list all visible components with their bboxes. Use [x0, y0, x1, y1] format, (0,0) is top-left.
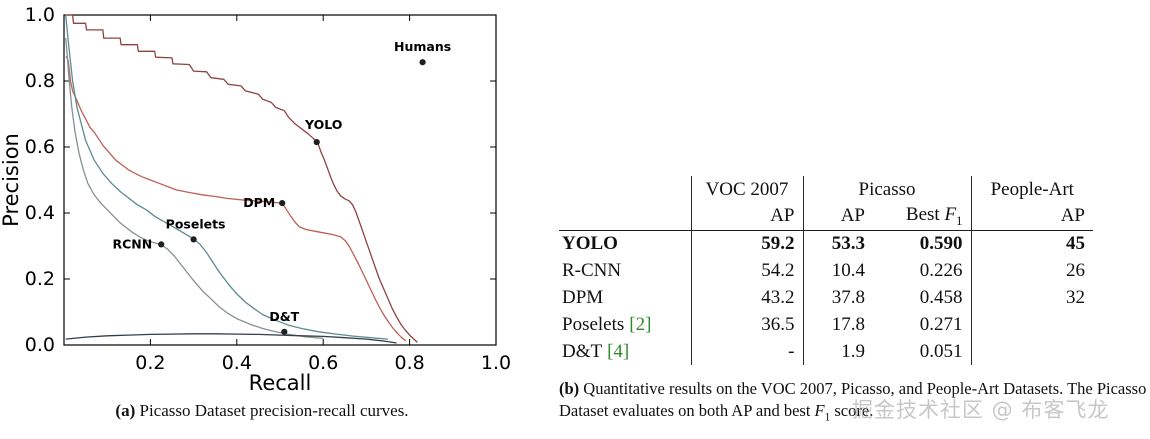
table-row-dandt: D&T [4] - 1.9 0.051 — [559, 338, 1093, 366]
y-tick-label: 0.8 — [25, 70, 55, 92]
method-label: DPM — [562, 286, 604, 308]
picasso-ap-value: 37.8 — [802, 284, 873, 312]
header-voc-ap: AP — [690, 203, 803, 231]
method-label: YOLO — [562, 233, 618, 255]
method-label: D&T — [562, 340, 603, 362]
best-f1-value: 0.226 — [919, 259, 963, 281]
curve-D&T — [65, 333, 397, 344]
caption-f1-subscript: 1 — [824, 411, 831, 424]
point-label-D&T: D&T — [269, 309, 299, 324]
empty-corner-cell — [559, 176, 691, 203]
method-name: YOLO — [559, 230, 691, 257]
best-f1-value: 0.458 — [919, 286, 963, 308]
curve-YOLO — [65, 14, 418, 343]
y-tick-label: 0.6 — [25, 136, 55, 158]
citation-ref: [2] — [629, 313, 652, 335]
point-label-RCNN: RCNN — [112, 236, 152, 251]
curve-Poselets — [65, 14, 389, 340]
point-YOLO — [313, 139, 320, 146]
sub-header-row: AP AP Best F1 AP — [559, 203, 1093, 231]
figure-b-results: VOC 2007 Picasso People-Art AP AP Best F… — [545, 0, 1150, 439]
y-tick-label: 0.0 — [25, 334, 55, 356]
header-people-ap: AP — [970, 203, 1093, 231]
voc-ap-value: 59.2 — [690, 230, 803, 258]
caption-b: (b) Quantitative results on the VOC 2007… — [559, 378, 1150, 425]
caption-a-label: (a) — [115, 401, 136, 420]
people-ap-value: 45 — [970, 230, 1093, 258]
voc-ap-value: 54.2 — [690, 257, 803, 285]
pr-curve-chart: 0.2 0.4 0.6 0.8 1.0 0.0 0.2 0.4 0.6 0.8 1.0 Humans Y… — [2, 4, 511, 395]
x-tick-label: 0.4 — [222, 352, 252, 374]
f1-subscript: 1 — [956, 212, 963, 228]
caption-b-label: (b) — [559, 379, 580, 398]
caption-f1-symbol: F — [814, 400, 825, 420]
curve-DPM — [65, 56, 407, 342]
point-Poselets — [190, 236, 197, 243]
picasso-ap-value: 1.9 — [802, 338, 873, 366]
point-D&T — [281, 328, 288, 335]
picasso-ap-value: 10.4 — [802, 257, 873, 285]
people-ap-value: 26 — [970, 257, 1093, 285]
table-row-poselets: Poselets [2] 36.5 17.8 0.271 — [559, 311, 1093, 339]
voc-ap-value: 43.2 — [690, 284, 803, 312]
best-f1-value: 0.051 — [919, 340, 963, 362]
x-axis-label: Recall — [249, 371, 312, 395]
f1-symbol: F — [944, 204, 957, 225]
y-axis-label: Precision — [2, 133, 23, 227]
method-name: D&T [4] — [559, 338, 691, 365]
best-f1-value: 0.590 — [919, 233, 963, 255]
citation-ref: [4] — [607, 340, 630, 362]
caption-b-text-1: Quantitative results on the VOC 2007, Pi… — [559, 379, 1147, 420]
y-tick-label: 0.4 — [25, 202, 55, 224]
plot-frame — [63, 14, 497, 346]
voc-ap-value: 36.5 — [690, 311, 803, 339]
group-header-row: VOC 2007 Picasso People-Art — [559, 176, 1093, 203]
picasso-ap-value: 17.8 — [802, 311, 873, 339]
x-tick-label: 0.8 — [394, 352, 424, 374]
voc-ap-value: - — [690, 338, 803, 366]
point-label-Poselets: Poselets — [166, 216, 226, 231]
method-name: DPM — [559, 284, 691, 311]
point-label-DPM: DPM — [243, 195, 275, 210]
caption-b-text-2: score. — [830, 400, 874, 420]
picasso-ap-value: 53.3 — [802, 230, 873, 258]
people-ap-value — [970, 311, 1093, 339]
header-picasso: Picasso — [802, 176, 971, 203]
table-row-yolo: YOLO 59.2 53.3 0.590 45 — [559, 230, 1093, 258]
point-Humans — [419, 59, 426, 66]
results-table: VOC 2007 Picasso People-Art AP AP Best F… — [559, 176, 1093, 366]
people-ap-value — [970, 338, 1093, 366]
method-label: R-CNN — [562, 259, 622, 281]
header-voc2007: VOC 2007 — [690, 176, 803, 203]
figure-a-pr-curves: 0.2 0.4 0.6 0.8 1.0 0.0 0.2 0.4 0.6 0.8 1.0 Humans Y… — [2, 0, 522, 439]
method-name: Poselets [2] — [559, 311, 691, 338]
best-f1-value: 0.271 — [919, 313, 963, 335]
point-label-Humans: Humans — [394, 39, 451, 54]
people-ap-value: 32 — [970, 284, 1093, 312]
header-picasso-ap: AP — [802, 203, 873, 231]
header-best-f1: Best F1 — [873, 203, 971, 231]
y-tick-label: 1.0 — [25, 4, 55, 26]
caption-a: (a) Picasso Dataset precision-recall cur… — [2, 401, 522, 421]
x-tick-label: 0.6 — [308, 352, 338, 374]
point-DPM — [279, 200, 286, 207]
best-f1-prefix: Best — [905, 204, 945, 225]
curve-R-CNN — [65, 38, 324, 340]
table-row-rcnn: R-CNN 54.2 10.4 0.226 26 — [559, 257, 1093, 285]
table-row-dpm: DPM 43.2 37.8 0.458 32 — [559, 284, 1093, 312]
method-label: Poselets — [562, 313, 625, 335]
x-tick-label: 1.0 — [481, 352, 511, 374]
method-name: R-CNN — [559, 257, 691, 284]
point-label-YOLO: YOLO — [304, 117, 342, 132]
x-tick-label: 0.2 — [135, 352, 165, 374]
caption-a-text: Picasso Dataset precision-recall curves. — [135, 401, 409, 420]
header-people-art: People-Art — [970, 176, 1093, 203]
point-RCNN — [158, 241, 165, 248]
y-tick-label: 0.2 — [25, 268, 55, 290]
empty-subheader-cell — [559, 203, 691, 231]
